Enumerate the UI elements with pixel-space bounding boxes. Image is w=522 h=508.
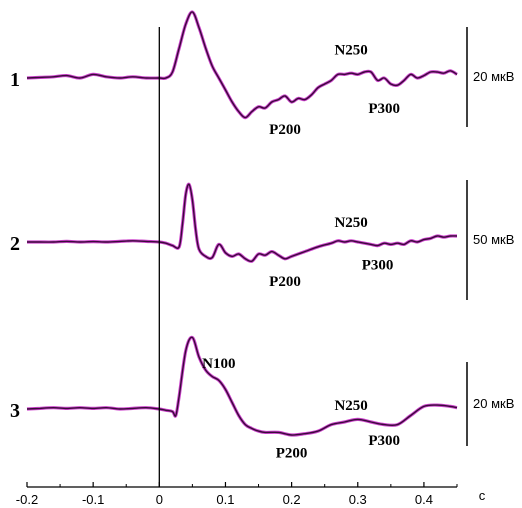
x-tick-label: -0.1 — [82, 492, 104, 507]
trace-1-number: 1 — [10, 69, 20, 91]
traces-group — [26, 10, 458, 437]
trace-3-line — [26, 336, 458, 436]
trace-1-peak-p200: P200 — [269, 122, 301, 138]
trace-3-peak-n100: N100 — [202, 356, 235, 372]
x-tick-label: -0.2 — [16, 492, 38, 507]
x-tick-label: 0 — [156, 492, 163, 507]
trace-2-number: 2 — [10, 233, 20, 255]
trace-2-peak-p200: P200 — [269, 274, 301, 290]
trace-3-peak-p300: P300 — [368, 433, 400, 449]
trace-3-peak-p200: P200 — [276, 446, 308, 462]
trace-1-peak-n250: N250 — [334, 42, 367, 58]
x-tick-label: 0.1 — [216, 492, 234, 507]
x-axis-unit-label: c — [479, 488, 486, 503]
trace-labels: 1 P200 N250 P300 2 P200 N250 P300 3 N100 N250 P200 P… — [10, 42, 400, 461]
trace-2-peak-p300: P300 — [362, 258, 394, 274]
trace-1-peak-p300: P300 — [368, 101, 400, 117]
trace-2-peak-n250: N250 — [334, 215, 367, 231]
scale-bar-2-label: 50 мкВ — [473, 232, 514, 247]
x-tick-label: 0.4 — [415, 492, 433, 507]
x-tick-label: 0.3 — [349, 492, 367, 507]
scale-bars: 20 мкВ 50 мкВ 20 мкВ — [466, 27, 514, 446]
trace-3-peak-n250: N250 — [334, 398, 367, 414]
trace-3-number: 3 — [10, 400, 20, 422]
trace-1-line — [26, 11, 458, 119]
x-tick-label: 0.2 — [283, 492, 301, 507]
scale-bar-3-label: 20 мкВ — [473, 396, 514, 411]
trace-2-line — [26, 183, 458, 263]
x-axis: -0.2 -0.1 0 0.1 0.2 0.3 0.4 — [16, 482, 458, 507]
scale-bar-1-label: 20 мкВ — [473, 69, 514, 84]
trace-2-halo — [26, 182, 458, 263]
